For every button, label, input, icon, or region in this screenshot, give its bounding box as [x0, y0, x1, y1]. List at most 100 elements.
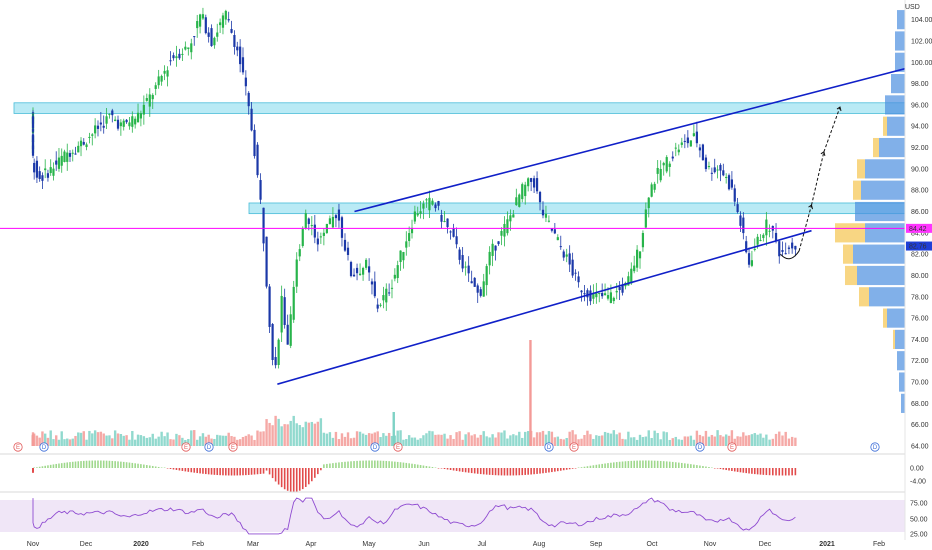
- price-axis[interactable]: 104.00 102.00 100.00 98.00 96.00 94.00 92.00 90…: [905, 4, 932, 539]
- macd-bar: [304, 468, 307, 487]
- candle-body: [722, 170, 725, 176]
- macd-pane: [32, 460, 797, 492]
- candle-body: [55, 160, 58, 165]
- candle-body: [280, 295, 283, 333]
- macd-bar: [283, 468, 286, 490]
- volume-bar: [60, 431, 63, 446]
- candle-body: [343, 239, 347, 251]
- volume-bar: [689, 435, 693, 446]
- candle-body: [765, 219, 768, 236]
- candle-body: [230, 28, 233, 33]
- candle-body: [49, 167, 52, 174]
- price-tick-label: 102.00: [911, 38, 932, 45]
- macd-bar: [772, 468, 774, 476]
- candle-body: [244, 77, 247, 87]
- macd-bar: [175, 468, 178, 470]
- candle-body: [63, 151, 66, 162]
- macd-bar: [247, 468, 250, 475]
- candle-body: [791, 242, 794, 249]
- candle-body: [219, 22, 222, 26]
- event-badge-label: D: [42, 445, 47, 451]
- macd-bar: [458, 468, 461, 472]
- macd-bar: [414, 464, 416, 468]
- channel-lower-line: [277, 229, 812, 385]
- volume-bar: [701, 436, 705, 446]
- drawing-lines: [0, 67, 906, 385]
- volume-bar: [111, 438, 114, 446]
- volume-bar: [650, 437, 653, 446]
- candle-body: [365, 259, 368, 268]
- macd-bar: [187, 468, 190, 472]
- macd-bar: [428, 466, 431, 468]
- candle-body: [750, 260, 754, 266]
- macd-bar: [379, 460, 382, 468]
- volume-bar: [175, 433, 178, 446]
- volume-bar: [790, 436, 794, 446]
- candle-body: [322, 232, 325, 236]
- macd-bar: [146, 465, 148, 468]
- candle-body: [541, 209, 545, 216]
- candle-body: [621, 284, 624, 293]
- volume-bar: [446, 438, 449, 446]
- volume-bar: [662, 431, 665, 446]
- macd-bar: [719, 468, 722, 470]
- candle-body: [44, 168, 47, 171]
- macd-bar: [163, 467, 166, 468]
- macd-bar: [274, 468, 277, 482]
- volume-profile-bar: [899, 372, 905, 392]
- candle-body: [577, 276, 580, 283]
- volume-bar: [268, 422, 271, 446]
- volume-bar: [535, 432, 539, 446]
- macd-bar: [222, 468, 224, 476]
- candle-body: [402, 252, 405, 261]
- volume-bar: [166, 432, 169, 446]
- volume-bar: [428, 430, 431, 446]
- macd-bar: [32, 468, 34, 469]
- volume-bar: [38, 437, 41, 446]
- candle-body: [704, 157, 708, 170]
- macd-bar: [120, 461, 122, 468]
- candle-body: [145, 98, 148, 101]
- arrow-head: [836, 106, 842, 112]
- rsi-pane: [0, 497, 905, 535]
- macd-bar: [286, 468, 289, 491]
- macd-bar: [213, 468, 216, 475]
- macd-bar: [140, 464, 142, 468]
- macd-bar: [405, 462, 408, 468]
- volume-bar: [674, 436, 677, 446]
- candle-body: [184, 46, 187, 50]
- candle-body: [157, 76, 160, 86]
- macd-bar: [317, 468, 319, 475]
- volume-bar: [319, 418, 323, 446]
- candle-body: [470, 281, 473, 284]
- volume-bar: [49, 430, 52, 446]
- candle-body: [96, 125, 100, 129]
- volume-bar: [157, 436, 160, 446]
- time-tick-label: Jul: [478, 541, 487, 548]
- volume-profile-bar: [901, 393, 905, 413]
- volume-bar: [452, 438, 455, 446]
- candle-body: [524, 184, 527, 197]
- macd-bar: [601, 463, 603, 468]
- macd-bar: [765, 468, 768, 476]
- volume-bar: [719, 435, 722, 446]
- candle-body: [455, 236, 458, 245]
- candle-body: [122, 120, 125, 127]
- volume-bars: [31, 340, 797, 446]
- macd-bar: [122, 461, 125, 468]
- volume-bar: [142, 436, 146, 446]
- volume-bar: [571, 430, 574, 446]
- volume-bar: [201, 433, 205, 446]
- volume-bar: [538, 432, 542, 446]
- macd-bar: [574, 468, 577, 469]
- time-axis[interactable]: Nov Dec 2020 Feb Mar Apr May Jun Jul Aug Sep Oct Nov…: [27, 541, 885, 548]
- candle-body: [422, 203, 425, 209]
- volume-bar: [79, 432, 83, 446]
- macd-bar: [745, 468, 747, 474]
- candle-body: [361, 267, 365, 275]
- volume-bar: [93, 430, 97, 446]
- volume-profile-bar: [873, 137, 879, 158]
- candle-body: [644, 209, 647, 228]
- price-tick-label: 76.00: [911, 316, 929, 323]
- macd-bar: [151, 465, 154, 468]
